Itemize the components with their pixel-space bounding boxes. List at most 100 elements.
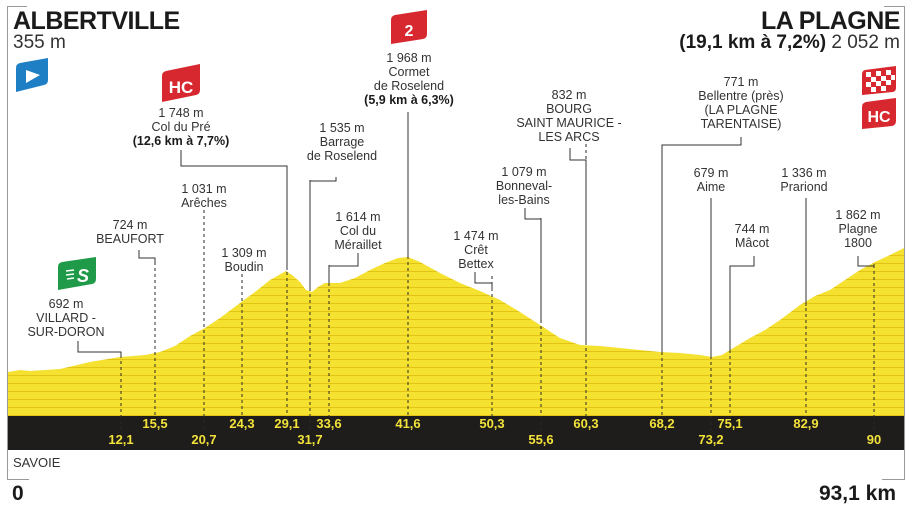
waypoint-altitude: 744 m <box>734 222 770 236</box>
svg-text:HC: HC <box>867 109 891 126</box>
waypoint-label-villard: 692 m VILLARD - SUR-DORON <box>27 297 104 339</box>
km-marker: 33,6 <box>316 416 342 431</box>
waypoint-label-cormet: 1 968 m Cormet de Roselend (5,9 km à 6,3… <box>364 51 454 107</box>
waypoint-name: Col du <box>339 224 377 238</box>
waypoint-name: Col du Pré <box>151 120 211 134</box>
climb-stats: (5,9 km à 6,3%) <box>364 93 454 107</box>
km-marker: 50,3 <box>479 416 505 431</box>
km-marker: 24,3 <box>229 416 255 431</box>
finish-altitude: 2 052 m <box>831 32 900 53</box>
waypoint-label-aime: 679 m Aime <box>694 166 729 194</box>
frame-right-bottom-tick <box>882 479 904 480</box>
waypoint-altitude: 692 m <box>48 297 84 311</box>
waypoint-label-boudin: 1 309 m Boudin <box>221 246 266 274</box>
distance-total: 93,1 km <box>818 482 896 505</box>
waypoint-label-plagne-1800: 1 862 m Plagne 1800 <box>835 208 880 250</box>
waypoint-name: les-Bains <box>498 193 550 207</box>
finish-town-name: LA PLAGNE <box>760 7 901 35</box>
waypoint-altitude: 1 079 m <box>501 165 547 179</box>
waypoint-altitude: 1 336 m <box>781 166 827 180</box>
waypoint-altitude: 1 862 m <box>835 208 881 222</box>
waypoint-altitude: 1 748 m <box>158 106 204 120</box>
waypoint-name: Crêt <box>464 243 488 257</box>
frame-right-border <box>904 6 905 480</box>
svg-text:2: 2 <box>405 23 414 40</box>
start-town-name: ALBERTVILLE <box>13 7 180 35</box>
waypoint-label-bellentre: 771 m Bellentre (près) (LA PLAGNE TARENT… <box>698 75 783 131</box>
waypoint-altitude: 1 535 m <box>319 121 365 135</box>
waypoint-label-beaufort: 724 m BEAUFORT <box>96 218 164 246</box>
waypoint-name: BOURG <box>546 102 592 116</box>
waypoint-name: SUR-DORON <box>27 325 105 339</box>
finish-climb: (19,1 km à 7,2%) <box>679 32 827 53</box>
climb-stats: (12,6 km à 7,7%) <box>132 134 230 148</box>
km-marker: 60,3 <box>573 416 599 431</box>
finish-climb-info: (19,1 km à 7,2%) 2 052 m <box>679 32 900 54</box>
waypoint-name: Cormet <box>388 65 430 79</box>
waypoint-label-col-du-pre: 1 748 m Col du Pré (12,6 km à 7,7%) <box>133 106 230 148</box>
waypoint-name: LES ARCS <box>538 130 600 144</box>
km-marker: 90 <box>866 432 882 447</box>
waypoint-name: Plagne <box>838 222 878 236</box>
waypoint-label-meraillet: 1 614 m Col du Méraillet <box>334 210 381 252</box>
waypoint-altitude: 1 968 m <box>386 51 432 65</box>
waypoint-altitude: 771 m <box>723 75 759 89</box>
waypoint-altitude: 1 614 m <box>335 210 381 224</box>
waypoint-name: Bellentre (près) <box>698 89 784 103</box>
waypoint-label-bourg-saint-maurice: 832 m BOURG SAINT MAURICE - LES ARCS <box>516 88 621 144</box>
waypoint-name: VILLARD - <box>36 311 96 325</box>
waypoint-name: Mâcot <box>734 236 770 250</box>
waypoint-altitude: 832 m <box>551 88 587 102</box>
frame-left-border <box>7 6 8 480</box>
distance-start: 0 <box>12 482 24 505</box>
hc-climb-badge-col-du-pre: HC <box>162 64 200 102</box>
km-baseline-band <box>8 416 904 450</box>
svg-text:HC: HC <box>169 78 194 97</box>
waypoint-label-prariond: 1 336 m Prariond <box>780 166 827 194</box>
waypoint-name: Arêches <box>181 196 227 210</box>
waypoint-name: Bonneval- <box>495 179 553 193</box>
waypoint-altitude: 724 m <box>112 218 148 232</box>
waypoint-name: 1800 <box>844 236 872 250</box>
region-label: SAVOIE <box>13 455 61 470</box>
km-marker: 29,1 <box>274 416 300 431</box>
km-marker: 31,7 <box>297 432 323 447</box>
waypoint-altitude: 1 309 m <box>221 246 267 260</box>
cat2-climb-badge-cormet: 2 <box>391 10 427 44</box>
label-leader-lines <box>77 112 875 356</box>
waypoint-name: Prariond <box>780 180 828 194</box>
frame-left-top-tick <box>7 6 27 7</box>
km-marker: 15,5 <box>142 416 168 431</box>
waypoint-label-barrage-roselend: 1 535 m Barrage de Roselend <box>307 121 377 163</box>
km-marker: 82,9 <box>793 416 819 431</box>
elevation-profile-area <box>8 248 904 416</box>
km-marker: 41,6 <box>395 416 421 431</box>
finish-hc-badge: HC <box>862 98 896 129</box>
waypoint-label-bonneval: 1 079 m Bonneval- les-Bains <box>496 165 552 207</box>
waypoint-name: Bettex <box>458 257 494 271</box>
km-marker: 75,1 <box>717 416 743 431</box>
km-marker: 12,1 <box>108 432 134 447</box>
km-marker: 73,2 <box>698 432 724 447</box>
waypoint-label-macot: 744 m Mâcot <box>735 222 770 250</box>
frame-right-top-tick <box>884 6 904 7</box>
waypoint-label-areches: 1 031 m Arêches <box>181 182 227 210</box>
start-altitude: 355 m <box>13 32 66 53</box>
waypoint-name: (LA PLAGNE <box>704 103 778 117</box>
sprint-badge-icon: S <box>58 257 96 290</box>
waypoint-name: Méraillet <box>334 238 382 252</box>
km-marker: 68,2 <box>649 416 675 431</box>
finish-checkered-flag-icon <box>862 66 896 95</box>
waypoint-name: BEAUFORT <box>96 232 164 246</box>
waypoint-name: de Roselend <box>306 149 378 163</box>
waypoint-altitude: 1 031 m <box>181 182 227 196</box>
waypoint-name: de Roselend <box>373 79 445 93</box>
start-flag-icon <box>16 58 48 92</box>
waypoint-label-cret-bettex: 1 474 m Crêt Bettex <box>453 229 498 271</box>
waypoint-name: SAINT MAURICE - <box>516 116 622 130</box>
waypoint-altitude: 679 m <box>693 166 729 180</box>
waypoint-name: Boudin <box>224 260 264 274</box>
frame-left-bottom-tick <box>7 479 29 480</box>
svg-text:S: S <box>77 266 89 286</box>
